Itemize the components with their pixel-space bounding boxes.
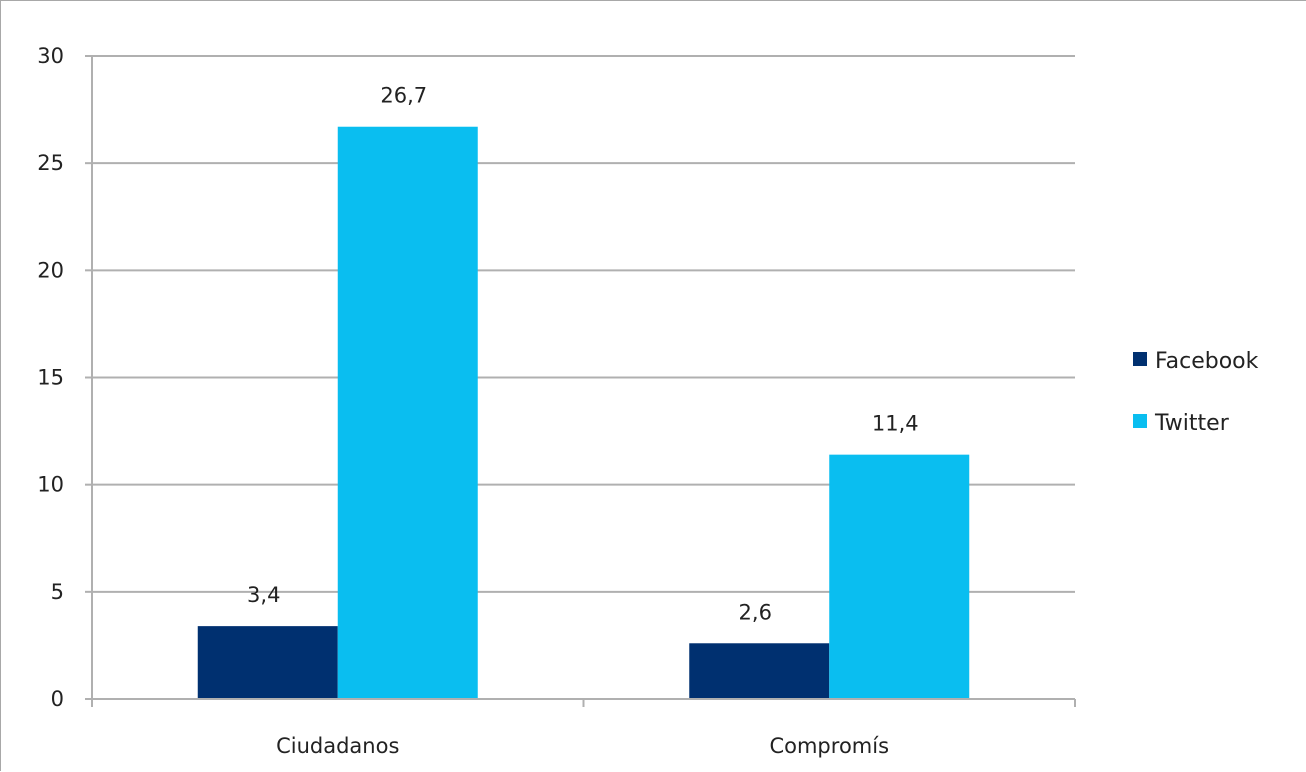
legend-label-twitter: Twitter xyxy=(1154,411,1230,436)
legend-swatch-twitter xyxy=(1133,414,1147,428)
data-label: 3,4 xyxy=(247,583,280,607)
bar-twitter-ciudadanos xyxy=(337,126,478,700)
data-label: 2,6 xyxy=(739,600,772,624)
y-tick-label: 25 xyxy=(37,151,64,175)
bar-twitter-compromís xyxy=(829,454,970,699)
bar-facebook-compromís xyxy=(689,643,830,699)
y-tick-label: 5 xyxy=(51,580,64,604)
y-tick-label: 10 xyxy=(37,473,64,497)
data-label: 26,7 xyxy=(380,84,427,108)
y-tick-label: 15 xyxy=(37,366,64,390)
legend-label-facebook: Facebook xyxy=(1155,349,1259,374)
y-tick-label: 30 xyxy=(37,44,64,68)
y-tick-label: 0 xyxy=(51,687,64,711)
x-category-label: Compromís xyxy=(769,734,889,758)
data-label: 11,4 xyxy=(872,412,919,436)
legend-swatch-facebook xyxy=(1133,352,1147,366)
x-category-label: Ciudadanos xyxy=(276,734,399,758)
y-tick-label: 20 xyxy=(37,258,64,282)
bar-facebook-ciudadanos xyxy=(197,626,338,699)
